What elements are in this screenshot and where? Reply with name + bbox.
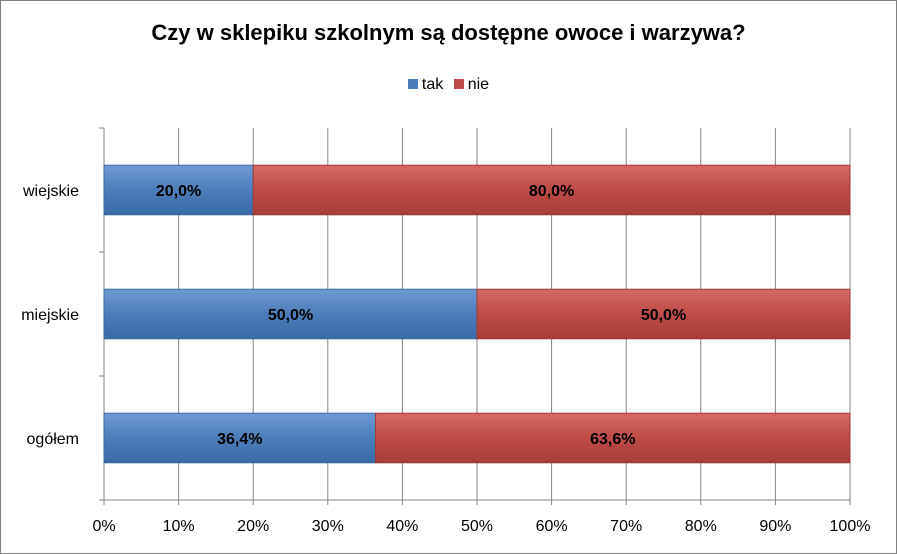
- bar-tak-2: [103, 164, 254, 216]
- x-tick-label: 30%: [312, 518, 344, 535]
- chart-title: Czy w sklepiku szkolnym są dostępne owoc…: [151, 20, 746, 45]
- legend: tak nie: [0, 76, 897, 94]
- data-label: 50,0%: [641, 307, 686, 324]
- legend-swatch-tak: [407, 79, 418, 89]
- x-tick-label: 10%: [163, 518, 195, 535]
- category-label: ogółem: [27, 431, 79, 448]
- bar-nie-2: [252, 164, 851, 216]
- category-label: miejskie: [21, 307, 79, 324]
- bar-nie-0: [375, 412, 851, 464]
- x-tick-label: 40%: [386, 518, 418, 535]
- legend-item-tak: tak: [407, 76, 444, 94]
- data-label: 50,0%: [268, 307, 313, 324]
- x-tick-label: 20%: [237, 518, 269, 535]
- x-tick-label: 80%: [685, 518, 717, 535]
- legend-swatch-nie: [453, 79, 464, 89]
- x-tick-label: 60%: [536, 518, 568, 535]
- data-label: 80,0%: [529, 183, 574, 200]
- x-tick-label: 50%: [461, 518, 493, 535]
- data-label: 63,6%: [590, 431, 635, 448]
- category-label: wiejskie: [22, 183, 79, 200]
- data-label: 20,0%: [156, 183, 201, 200]
- legend-label-tak: tak: [421, 76, 444, 93]
- x-tick-label: 100%: [830, 518, 871, 535]
- legend-label-nie: nie: [467, 76, 490, 93]
- x-tick-label: 70%: [610, 518, 642, 535]
- data-label: 36,4%: [217, 431, 262, 448]
- bar-nie-1: [476, 288, 851, 340]
- x-tick-label: 0%: [92, 518, 115, 535]
- x-tick-label: 90%: [759, 518, 791, 535]
- legend-item-nie: nie: [453, 76, 490, 94]
- bar-tak-0: [103, 412, 377, 464]
